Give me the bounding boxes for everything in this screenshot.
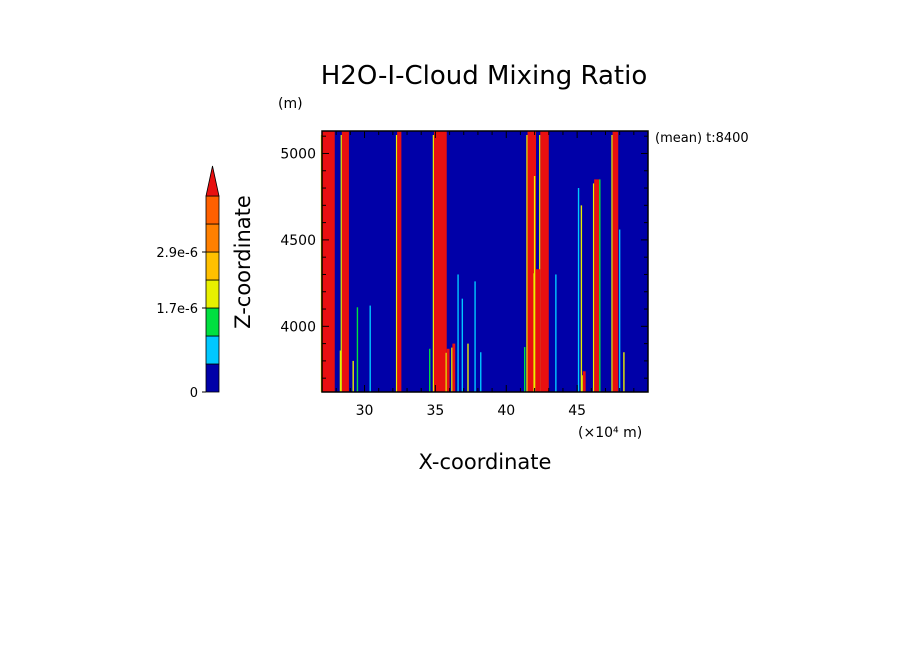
y-axis-ticks: 4000 4500 5000 [280,135,648,379]
band-edge-4 [526,135,528,392]
high-value-band-0 [322,131,335,392]
high-value-band-6 [534,269,541,392]
x-tick-label-45: 45 [568,403,586,419]
plot-area [320,130,649,393]
colorbar-segment-2 [205,307,220,337]
high-value-band-3 [433,131,447,392]
high-value-band-10 [452,343,456,392]
band-edge-1 [340,135,342,392]
chart-title: H2O-I-Cloud Mixing Ratio [321,61,648,91]
high-value-band-9 [446,348,450,392]
band-edge-8 [611,135,613,392]
y-tick-label-5000: 5000 [280,146,316,162]
band-edge-2 [395,135,398,392]
high-value-band-7 [594,179,600,392]
x-axis-ticks: 30 35 40 45 [321,131,649,419]
band-edge-5 [539,135,541,392]
colorbar-tick-label-2: 2.9e-6 [156,246,198,261]
x-tick-label-30: 30 [356,403,374,419]
plot-frame [321,130,649,393]
colorbar-segment-0 [205,363,220,393]
high-value-band-8 [612,131,619,392]
x-axis-unit: (×10⁴ m) [578,425,642,441]
high-value-band-1 [341,131,349,392]
y-axis-label: Z-coordinate [231,195,255,329]
colorbar-segment-6 [205,195,220,225]
colorbar-segment-1 [205,335,220,365]
x-axis-label: X-coordinate [419,450,552,474]
y-tick-label-4000: 4000 [280,319,316,335]
colorbar-tick-label-1: 1.7e-6 [156,302,198,317]
high-value-band-2 [397,131,402,392]
colorbar-tick-label-0: 0 [190,386,198,401]
band-edge-11 [581,375,583,392]
mean-time-annotation: (mean) t:8400 [655,131,749,146]
band-edge-9 [445,352,447,392]
x-tick-label-40: 40 [497,403,515,419]
colorbar-segment-5 [205,223,220,253]
band-edge-7 [592,183,595,392]
high-value-band-4 [527,131,537,392]
y-axis-unit: (m) [278,96,303,112]
colorbar-segment-3 [205,279,220,309]
colorbar: 0 1.7e-6 2.9e-6 [156,165,220,401]
band-edge-10 [451,347,453,392]
colorbar-segment-4 [205,251,220,281]
colorbar-extend-triangle [205,165,220,197]
x-tick-label-35: 35 [426,403,444,419]
band-edge-3 [432,135,434,392]
y-tick-label-4500: 4500 [280,233,316,249]
high-value-band-11 [582,371,586,392]
high-value-band-5 [540,131,549,392]
